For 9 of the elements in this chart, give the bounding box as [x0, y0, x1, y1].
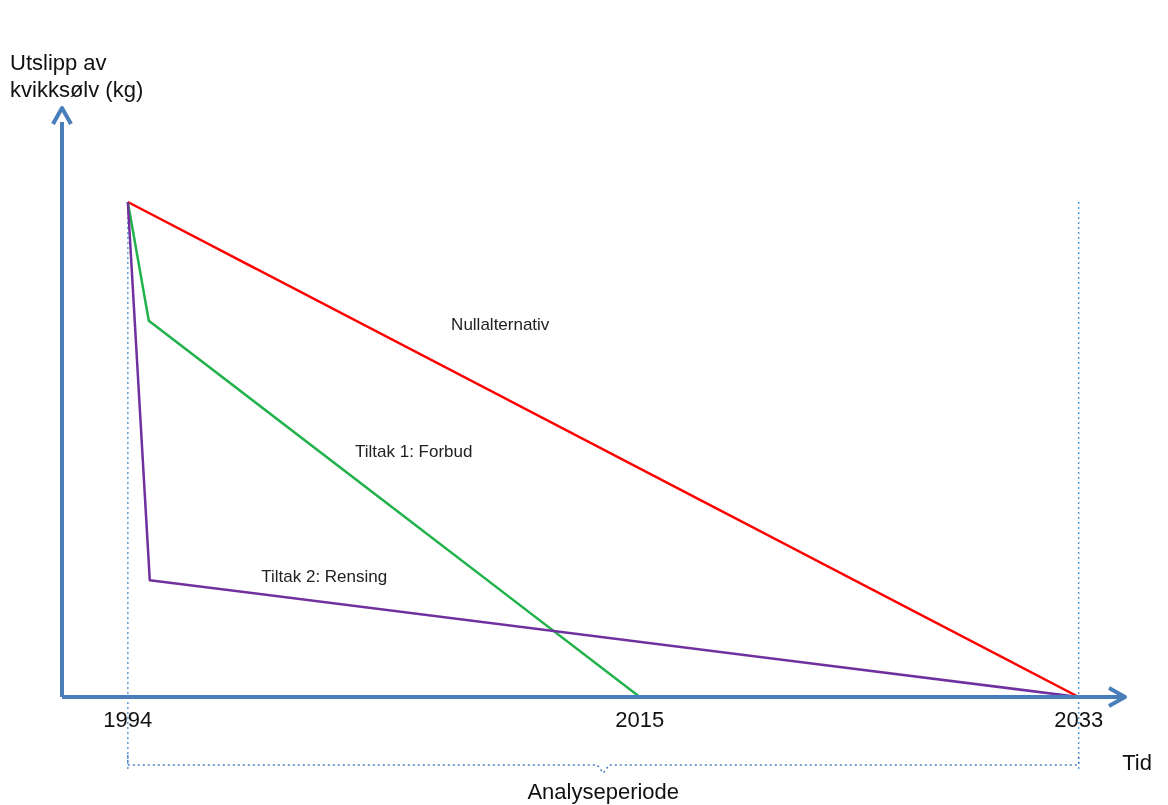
x-tick-label: 2033	[1054, 707, 1104, 732]
x-tick-label: 2015	[615, 707, 665, 732]
text: Analyseperiode	[527, 779, 680, 804]
series-label: Tiltak 2: Rensing	[261, 567, 388, 587]
x-tick-label: 1994	[103, 707, 153, 732]
x-axis-title: Tid	[1122, 750, 1152, 775]
series-label: Nullalternativ	[451, 315, 550, 335]
series-label: Tiltak 1: Forbud	[355, 441, 473, 461]
y-axis-title: Utslipp av kvikksølv (kg)	[10, 50, 144, 102]
